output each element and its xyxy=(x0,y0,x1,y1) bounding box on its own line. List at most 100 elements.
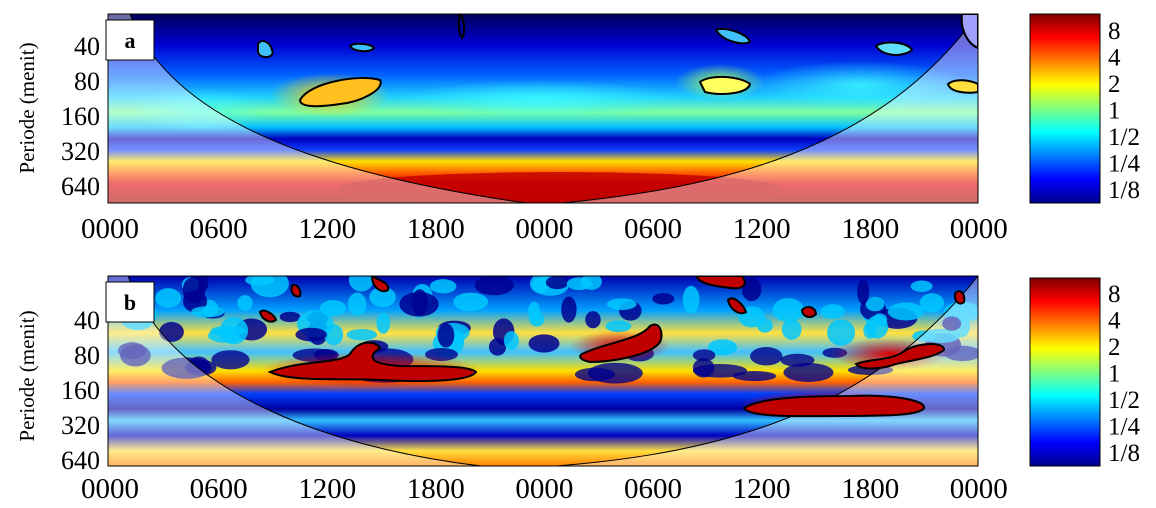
texture-spot xyxy=(944,345,978,362)
texture-spot xyxy=(528,301,541,323)
texture-spot xyxy=(919,293,945,313)
texture-spot xyxy=(866,315,889,339)
panel-label-a: a xyxy=(105,19,155,61)
texture-spot xyxy=(319,300,347,317)
texture-spot xyxy=(530,276,550,294)
y-tick-label: 320 xyxy=(61,411,100,440)
texture-spot xyxy=(453,292,489,312)
plot-frame-a xyxy=(107,13,979,204)
y-tick-label: 40 xyxy=(74,306,100,335)
y-tick-label: 40 xyxy=(74,32,100,61)
panel-letter-b: b xyxy=(124,290,136,315)
texture-spot xyxy=(708,339,738,356)
y-ticks-b: 40 80 160 320 640 xyxy=(61,306,100,475)
texture-spot xyxy=(399,291,439,317)
x-tick-label: 0000 xyxy=(515,213,573,245)
texture-spot xyxy=(566,277,592,291)
colorbar-tick-label: 1/4 xyxy=(1108,414,1140,441)
colorbar-tick-label: 2 xyxy=(1108,71,1121,98)
significance-contours-b xyxy=(258,276,966,418)
texture-spot xyxy=(865,296,885,312)
colorbar-tick-label: 1/8 xyxy=(1108,440,1140,467)
heatmap-field-b xyxy=(108,276,978,466)
colorbar-tick-label: 1/8 xyxy=(1108,177,1140,204)
texture-spot xyxy=(857,279,870,305)
texture-spot xyxy=(750,347,783,366)
y-tick-label: 160 xyxy=(61,102,100,131)
x-tick-label: 0000 xyxy=(81,473,139,505)
texture-spot xyxy=(772,298,805,322)
texture-spot xyxy=(781,319,802,340)
texture-spot xyxy=(528,334,560,353)
panel-label-b: b xyxy=(105,281,155,323)
y-axis-label-a: Periode (menit) xyxy=(15,42,39,173)
y-tick-label: 640 xyxy=(61,446,100,475)
colorbar-gradient-a xyxy=(1029,13,1101,204)
x-tick-label: 0000 xyxy=(81,213,139,245)
texture-spot xyxy=(117,342,147,360)
y-tick-label: 320 xyxy=(61,137,100,166)
texture-spot xyxy=(279,311,301,323)
significance-contours-a xyxy=(257,14,978,108)
x-ticks-b: 0000 0600 1200 1800 0000 0600 1200 1800 0000 xyxy=(81,473,1008,505)
colorbar-tick-label: 1/2 xyxy=(1108,387,1140,414)
texture-spot xyxy=(348,276,374,292)
texture-spot xyxy=(369,286,396,308)
texture-spot xyxy=(346,328,377,341)
texture-spot xyxy=(574,367,616,382)
texture-spot xyxy=(682,285,700,314)
wavelet-panel-b: b Periode (menit) 40 80 160 320 640 0000 0600… xyxy=(15,275,1140,505)
texture-spot xyxy=(606,298,637,310)
x-tick-label: 1800 xyxy=(841,213,899,245)
texture-spot xyxy=(910,280,933,292)
texture-spot xyxy=(652,293,675,305)
colorbar-tick-label: 1 xyxy=(1108,361,1121,388)
texture-spot xyxy=(942,316,962,331)
colorbar-tick-label: 1/2 xyxy=(1108,124,1140,151)
y-tick-label: 80 xyxy=(74,67,100,96)
x-tick-label: 0000 xyxy=(515,473,573,505)
texture-spot xyxy=(692,358,715,378)
wavelet-panel-a: a Periode (menit) 40 80 160 320 640 0000 0600… xyxy=(15,13,1140,245)
texture-spot xyxy=(692,349,716,362)
texture-spot xyxy=(922,328,961,343)
y-ticks-a: 40 80 160 320 640 xyxy=(61,32,100,201)
x-tick-label: 1800 xyxy=(407,473,465,505)
x-tick-label: 0600 xyxy=(190,213,248,245)
texture-spot xyxy=(245,276,275,286)
colorbar-tick-label: 4 xyxy=(1108,45,1121,72)
texture-spot xyxy=(429,279,457,294)
texture-spot xyxy=(783,363,834,382)
colorbar-tick-label: 8 xyxy=(1108,281,1121,308)
texture-spot xyxy=(887,302,924,321)
texture-spot xyxy=(324,324,344,346)
colorbar-tick-label: 2 xyxy=(1108,334,1121,361)
x-ticks-a: 0000 0600 1200 1800 0000 0600 1200 1800 0000 xyxy=(81,213,1008,245)
x-tick-label: 1800 xyxy=(407,213,465,245)
colorbar-tick-label: 4 xyxy=(1108,308,1121,335)
texture-spot xyxy=(605,320,632,333)
texture-spot xyxy=(161,357,212,379)
texture-spot xyxy=(561,296,577,323)
x-tick-label: 1800 xyxy=(841,473,899,505)
texture-spot xyxy=(545,276,569,290)
heatmap-field-a xyxy=(108,14,978,203)
panel-letter-a: a xyxy=(125,28,136,53)
texture-spot xyxy=(347,292,367,316)
texture-spot xyxy=(159,321,184,342)
texture-spot xyxy=(376,312,391,334)
colorbar-tick-label: 8 xyxy=(1108,18,1121,45)
y-tick-label: 640 xyxy=(61,172,100,201)
texture-spot xyxy=(237,295,253,311)
texture-spot xyxy=(503,331,519,351)
y-axis-label-b: Periode (menit) xyxy=(15,310,39,441)
x-tick-label: 1200 xyxy=(733,473,791,505)
texture-spot xyxy=(191,306,225,318)
texture-spot xyxy=(741,277,762,302)
cone-of-influence-a xyxy=(108,14,978,203)
x-tick-label: 1200 xyxy=(298,213,356,245)
